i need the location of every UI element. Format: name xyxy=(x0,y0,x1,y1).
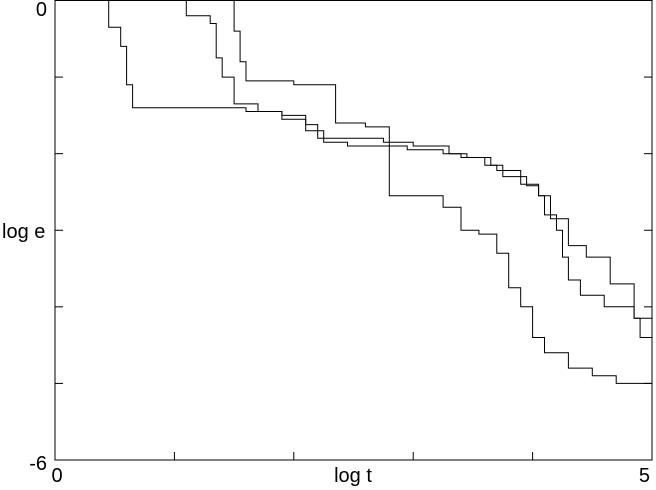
series-layer xyxy=(90,0,653,392)
x-tick-label: 5 xyxy=(639,465,650,487)
y-tick-label: -6 xyxy=(29,453,47,475)
x-tick-label: 0 xyxy=(51,465,62,487)
y-tick-label: 0 xyxy=(36,0,47,21)
series-line-3 xyxy=(233,0,653,392)
series-line-2 xyxy=(180,0,653,353)
y-axis-ticks: 0 -6 xyxy=(29,0,652,475)
y-axis-label: log e xyxy=(2,221,45,243)
x-axis-label: log t xyxy=(334,465,372,487)
series-line-1 xyxy=(90,0,653,338)
